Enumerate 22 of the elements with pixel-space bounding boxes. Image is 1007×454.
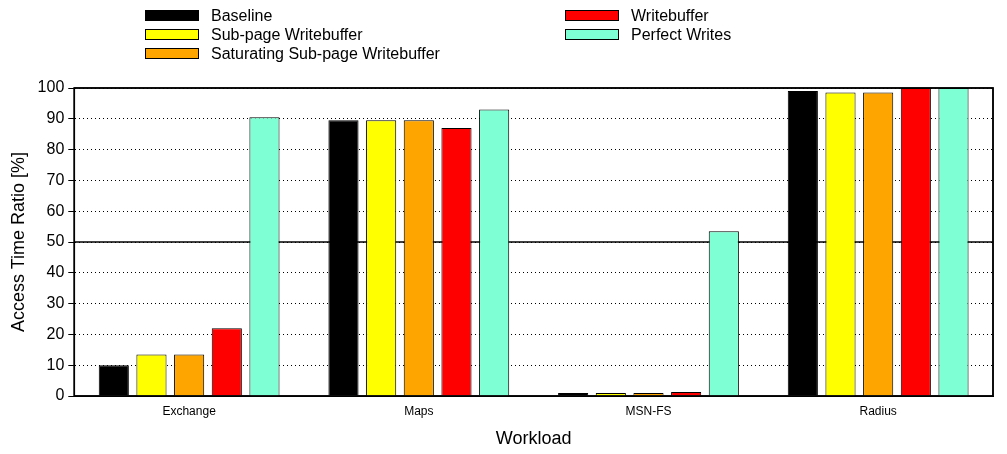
y-tick-label: 10: [46, 355, 65, 373]
y-tick-label: 80: [46, 140, 65, 158]
y-tick-label: 20: [46, 324, 65, 342]
legend-label: Baseline: [211, 6, 273, 25]
y-tick-label: 50: [46, 232, 65, 250]
y-tick-label: 70: [46, 170, 65, 188]
y-tick-label: 30: [46, 294, 65, 312]
y-axis-title: Access Time Ratio [%]: [7, 151, 28, 333]
x-tick-label: MSN-FS: [625, 403, 672, 418]
y-tick-label: 60: [46, 201, 65, 219]
y-tick-label: 40: [46, 263, 65, 281]
y-tick-label: 0: [55, 386, 65, 404]
legend-label: Writebuffer: [631, 6, 709, 25]
x-tick-label: Exchange: [162, 403, 217, 418]
y-tick-label: 90: [46, 109, 65, 127]
y-tick-label: 100: [37, 78, 65, 96]
x-axis-title: Workload: [495, 428, 572, 449]
legend-label: Saturating Sub-page Writebuffer: [211, 44, 440, 63]
legend-label: Perfect Writes: [631, 25, 732, 44]
x-tick-label: Radius: [859, 403, 897, 418]
legend-label: Sub-page Writebuffer: [211, 25, 363, 44]
x-tick-label: Maps: [404, 403, 434, 418]
